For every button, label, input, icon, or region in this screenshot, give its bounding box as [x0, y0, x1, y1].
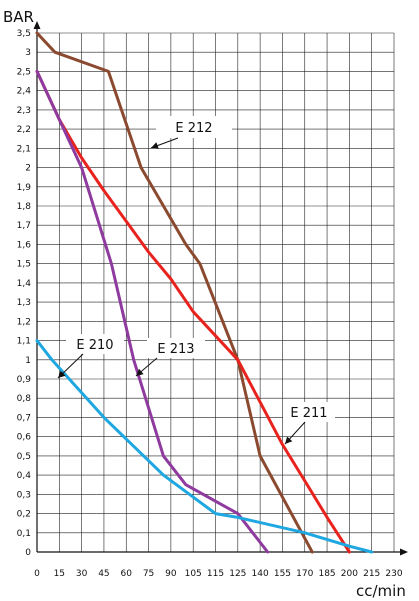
x-tick-label: 15: [54, 569, 65, 579]
y-tick-label: 3,5: [17, 29, 31, 39]
y-tick-label: 2,3: [17, 106, 31, 116]
y-tick-label: 1,5: [17, 260, 31, 270]
y-tick-label: 1,2: [17, 317, 31, 327]
x-tick-label: 115: [207, 569, 224, 579]
series-line-e-212: [35, 31, 314, 554]
y-tick-labels: 0 0,1 0,2 0,3 0,4 0,5 0,6 0,7 0,8 0,9 1 1,1 1,2 1,3 1,…: [17, 29, 32, 558]
leader-arrowhead: [151, 142, 159, 149]
x-tick-label: 230: [385, 569, 402, 579]
y-tick-label: 0,6: [17, 433, 32, 443]
series-label-e-212: E 212: [150, 116, 232, 149]
leader-arrowhead: [58, 370, 66, 378]
x-tick-label: 30: [76, 569, 88, 579]
x-tick-label: 185: [318, 569, 335, 579]
series-line-e-211: [35, 69, 351, 554]
y-tick-label: 1,4: [17, 279, 32, 289]
x-tick-label: 155: [274, 569, 291, 579]
y-tick-label: 0,8: [17, 394, 32, 404]
series-label-background: [66, 334, 124, 354]
y-axis-label: BAR: [3, 8, 34, 26]
series-lines: [35, 31, 374, 554]
x-tick-label: 75: [143, 569, 154, 579]
series-line-e-210: [35, 339, 374, 554]
y-tick-label: 0,7: [17, 413, 31, 423]
series-label-boxes: E 212 E 211 E 213 E 210: [57, 116, 335, 445]
y-tick-label: 1,7: [17, 221, 31, 231]
y-tick-label: 0,1: [17, 529, 31, 539]
series-label-e-211: E 211: [283, 402, 335, 445]
series-label-text: E 210: [76, 338, 113, 353]
series-label-background: [147, 338, 205, 358]
series-label-text: E 211: [290, 406, 327, 421]
x-tick-label: 90: [165, 569, 177, 579]
y-tick-label: 0,5: [17, 452, 31, 462]
x-axis-label: cc/min: [356, 582, 406, 600]
series-label-e-210: E 210: [57, 334, 124, 379]
x-tick-label: 170: [296, 569, 313, 579]
y-tick-label: 2,1: [17, 144, 31, 154]
x-tick-label: 45: [98, 569, 109, 579]
x-tick-label: 60: [121, 569, 133, 579]
y-tick-label: 2,5: [17, 67, 31, 77]
leader-arrowhead: [285, 436, 293, 444]
y-tick-label: 1,8: [17, 202, 32, 212]
x-tick-label: 105: [185, 569, 202, 579]
y-tick-label: 1,3: [17, 298, 31, 308]
series-label-background: [156, 116, 232, 138]
y-tick-label: 0: [25, 548, 31, 558]
grid: [36, 32, 395, 553]
x-axis-arrow: [400, 548, 408, 556]
x-tick-label: 125: [229, 569, 246, 579]
leader-arrowhead: [136, 368, 144, 376]
y-tick-label: 1: [25, 356, 31, 366]
y-tick-label: 2,2: [17, 125, 31, 135]
y-tick-label: 3: [25, 48, 31, 58]
series-label-background: [283, 402, 335, 422]
y-axis-arrow: [33, 21, 41, 29]
x-tick-label: 215: [363, 569, 380, 579]
series-label-text: E 212: [175, 121, 212, 136]
y-tick-label: 0,3: [17, 490, 31, 500]
x-tick-labels: 0 15 30 45 60 75 90 105 115 125 140 155 170 185 200 215…: [34, 569, 403, 579]
axes: [33, 21, 408, 556]
series-label-e-213: E 213: [135, 338, 205, 377]
y-tick-label: 1,9: [17, 183, 32, 193]
y-tick-label: 0,4: [17, 471, 32, 481]
x-tick-label: 0: [34, 569, 40, 579]
y-tick-label: 2: [25, 164, 31, 174]
y-tick-label: 1,6: [17, 240, 32, 250]
y-tick-label: 1,1: [17, 337, 31, 347]
series-label-text: E 213: [157, 342, 194, 357]
y-tick-label: 0,9: [17, 375, 32, 385]
y-tick-label: 2,4: [17, 87, 32, 97]
y-tick-label: 0,2: [17, 510, 31, 520]
x-tick-label: 200: [341, 569, 358, 579]
series-line-e-213: [35, 69, 270, 554]
x-tick-label: 140: [252, 569, 269, 579]
